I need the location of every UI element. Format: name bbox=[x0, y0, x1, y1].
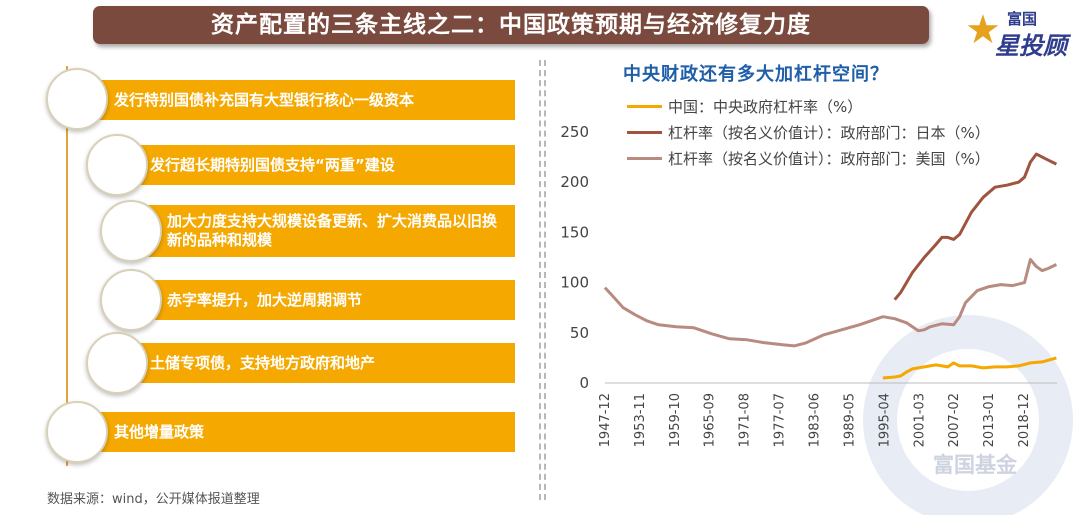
data-source-note: 数据来源：wind，公开媒体报道整理 bbox=[47, 492, 260, 507]
chart-axes: 0 50 100 150 200 250 1947-12 1953-11 1959-10 1965… bbox=[560, 123, 1057, 447]
policy-item-5: 土储专项债，支持地方政府和地产 bbox=[110, 343, 515, 383]
brand-logo: ★ 富国 星投顾 bbox=[965, 6, 1073, 60]
policy-item-label: 发行超长期特别国债支持“两重”建设 bbox=[150, 155, 395, 174]
y-tick-label: 50 bbox=[570, 324, 589, 342]
watermark-text: 富国基金 bbox=[933, 453, 1018, 477]
policy-item-label: 赤字率提升，加大逆周期调节 bbox=[167, 290, 363, 309]
legend-swatch bbox=[627, 104, 662, 108]
legend-swatch bbox=[627, 156, 662, 160]
y-tick-label: 0 bbox=[579, 374, 589, 392]
bullet-circle bbox=[100, 269, 162, 331]
logo-top-text: 富国 bbox=[1007, 10, 1038, 28]
legend-entry-usa: 杠杆率（按名义价值计）：政府部门：美国（%） bbox=[627, 145, 990, 171]
x-tick-label: 1989-05 bbox=[842, 393, 857, 447]
x-tick-label: 2013-01 bbox=[982, 393, 997, 447]
x-tick-label: 2007-02 bbox=[947, 393, 962, 447]
policy-item-label: 发行特别国债补充国有大型银行核心一级资本 bbox=[114, 90, 415, 109]
legend-swatch bbox=[627, 130, 662, 134]
policy-item-label: 加大力度支持大规模设备更新、扩大消费品以旧换新的品种和规模 bbox=[167, 212, 498, 249]
bullet-circle bbox=[86, 134, 148, 196]
section-divider bbox=[544, 60, 546, 500]
series-line-2 bbox=[603, 258, 1058, 348]
policy-item-label: 土储专项债，支持地方政府和地产 bbox=[150, 353, 376, 372]
x-tick-label: 1965-09 bbox=[703, 393, 718, 447]
x-tick-label: 1959-10 bbox=[668, 393, 683, 447]
star-icon: ★ bbox=[965, 7, 1001, 53]
bullet-circle bbox=[46, 68, 108, 130]
y-tick-label: 150 bbox=[560, 223, 589, 241]
x-tick-label: 1953-11 bbox=[633, 393, 648, 447]
x-tick-label: 2018-12 bbox=[1017, 393, 1032, 447]
x-tick-label: 1995-04 bbox=[877, 393, 892, 447]
legend-label: 杠杆率（按名义价值计）：政府部门：美国（%） bbox=[668, 149, 990, 168]
bullet-circle bbox=[100, 200, 162, 262]
legend-label: 中国：中央政府杠杆率（%） bbox=[668, 97, 863, 116]
legend-label: 杠杆率（按名义价值计）：政府部门：日本（%） bbox=[668, 123, 990, 142]
series-line-0 bbox=[882, 356, 1057, 380]
page-title: 资产配置的三条主线之二：中国政策预期与经济修复力度 bbox=[93, 6, 929, 44]
policy-item-label: 其他增量政策 bbox=[114, 422, 205, 441]
bullet-circle bbox=[46, 401, 108, 463]
policy-item-4: 赤字率提升，加大逆周期调节 bbox=[125, 280, 515, 320]
policy-item-1: 发行特别国债补充国有大型银行核心一级资本 bbox=[70, 80, 515, 120]
x-tick-label: 1971-08 bbox=[738, 393, 753, 447]
policy-item-2: 发行超长期特别国债支持“两重”建设 bbox=[110, 145, 515, 185]
x-tick-label: 1983-06 bbox=[808, 393, 823, 447]
y-tick-label: 100 bbox=[560, 274, 589, 292]
timeline-line bbox=[66, 66, 68, 466]
legend-entry-japan: 杠杆率（按名义价值计）：政府部门：日本（%） bbox=[627, 119, 990, 145]
series-line-1 bbox=[893, 152, 1058, 301]
section-divider bbox=[539, 60, 541, 500]
logo-main-text: 星投顾 bbox=[995, 32, 1067, 60]
y-tick-label: 200 bbox=[560, 173, 589, 191]
bullet-circle bbox=[86, 332, 148, 394]
legend-entry-china: 中国：中央政府杠杆率（%） bbox=[627, 93, 990, 119]
chart-lines bbox=[603, 152, 1058, 380]
x-tick-label: 2001-03 bbox=[912, 393, 927, 447]
y-tick-label: 250 bbox=[560, 123, 589, 141]
policy-item-6: 其他增量政策 bbox=[70, 412, 515, 452]
chart-title: 中央财政还有多大加杠杆空间？ bbox=[623, 64, 889, 85]
x-tick-label: 1947-12 bbox=[598, 393, 613, 447]
watermark: 富国基金 bbox=[863, 315, 1073, 515]
policy-item-3: 加大力度支持大规模设备更新、扩大消费品以旧换新的品种和规模 bbox=[125, 205, 515, 257]
x-tick-label: 1977-07 bbox=[773, 393, 788, 447]
chart-legend: 中国：中央政府杠杆率（%） 杠杆率（按名义价值计）：政府部门：日本（%） 杠杆率… bbox=[627, 93, 990, 171]
